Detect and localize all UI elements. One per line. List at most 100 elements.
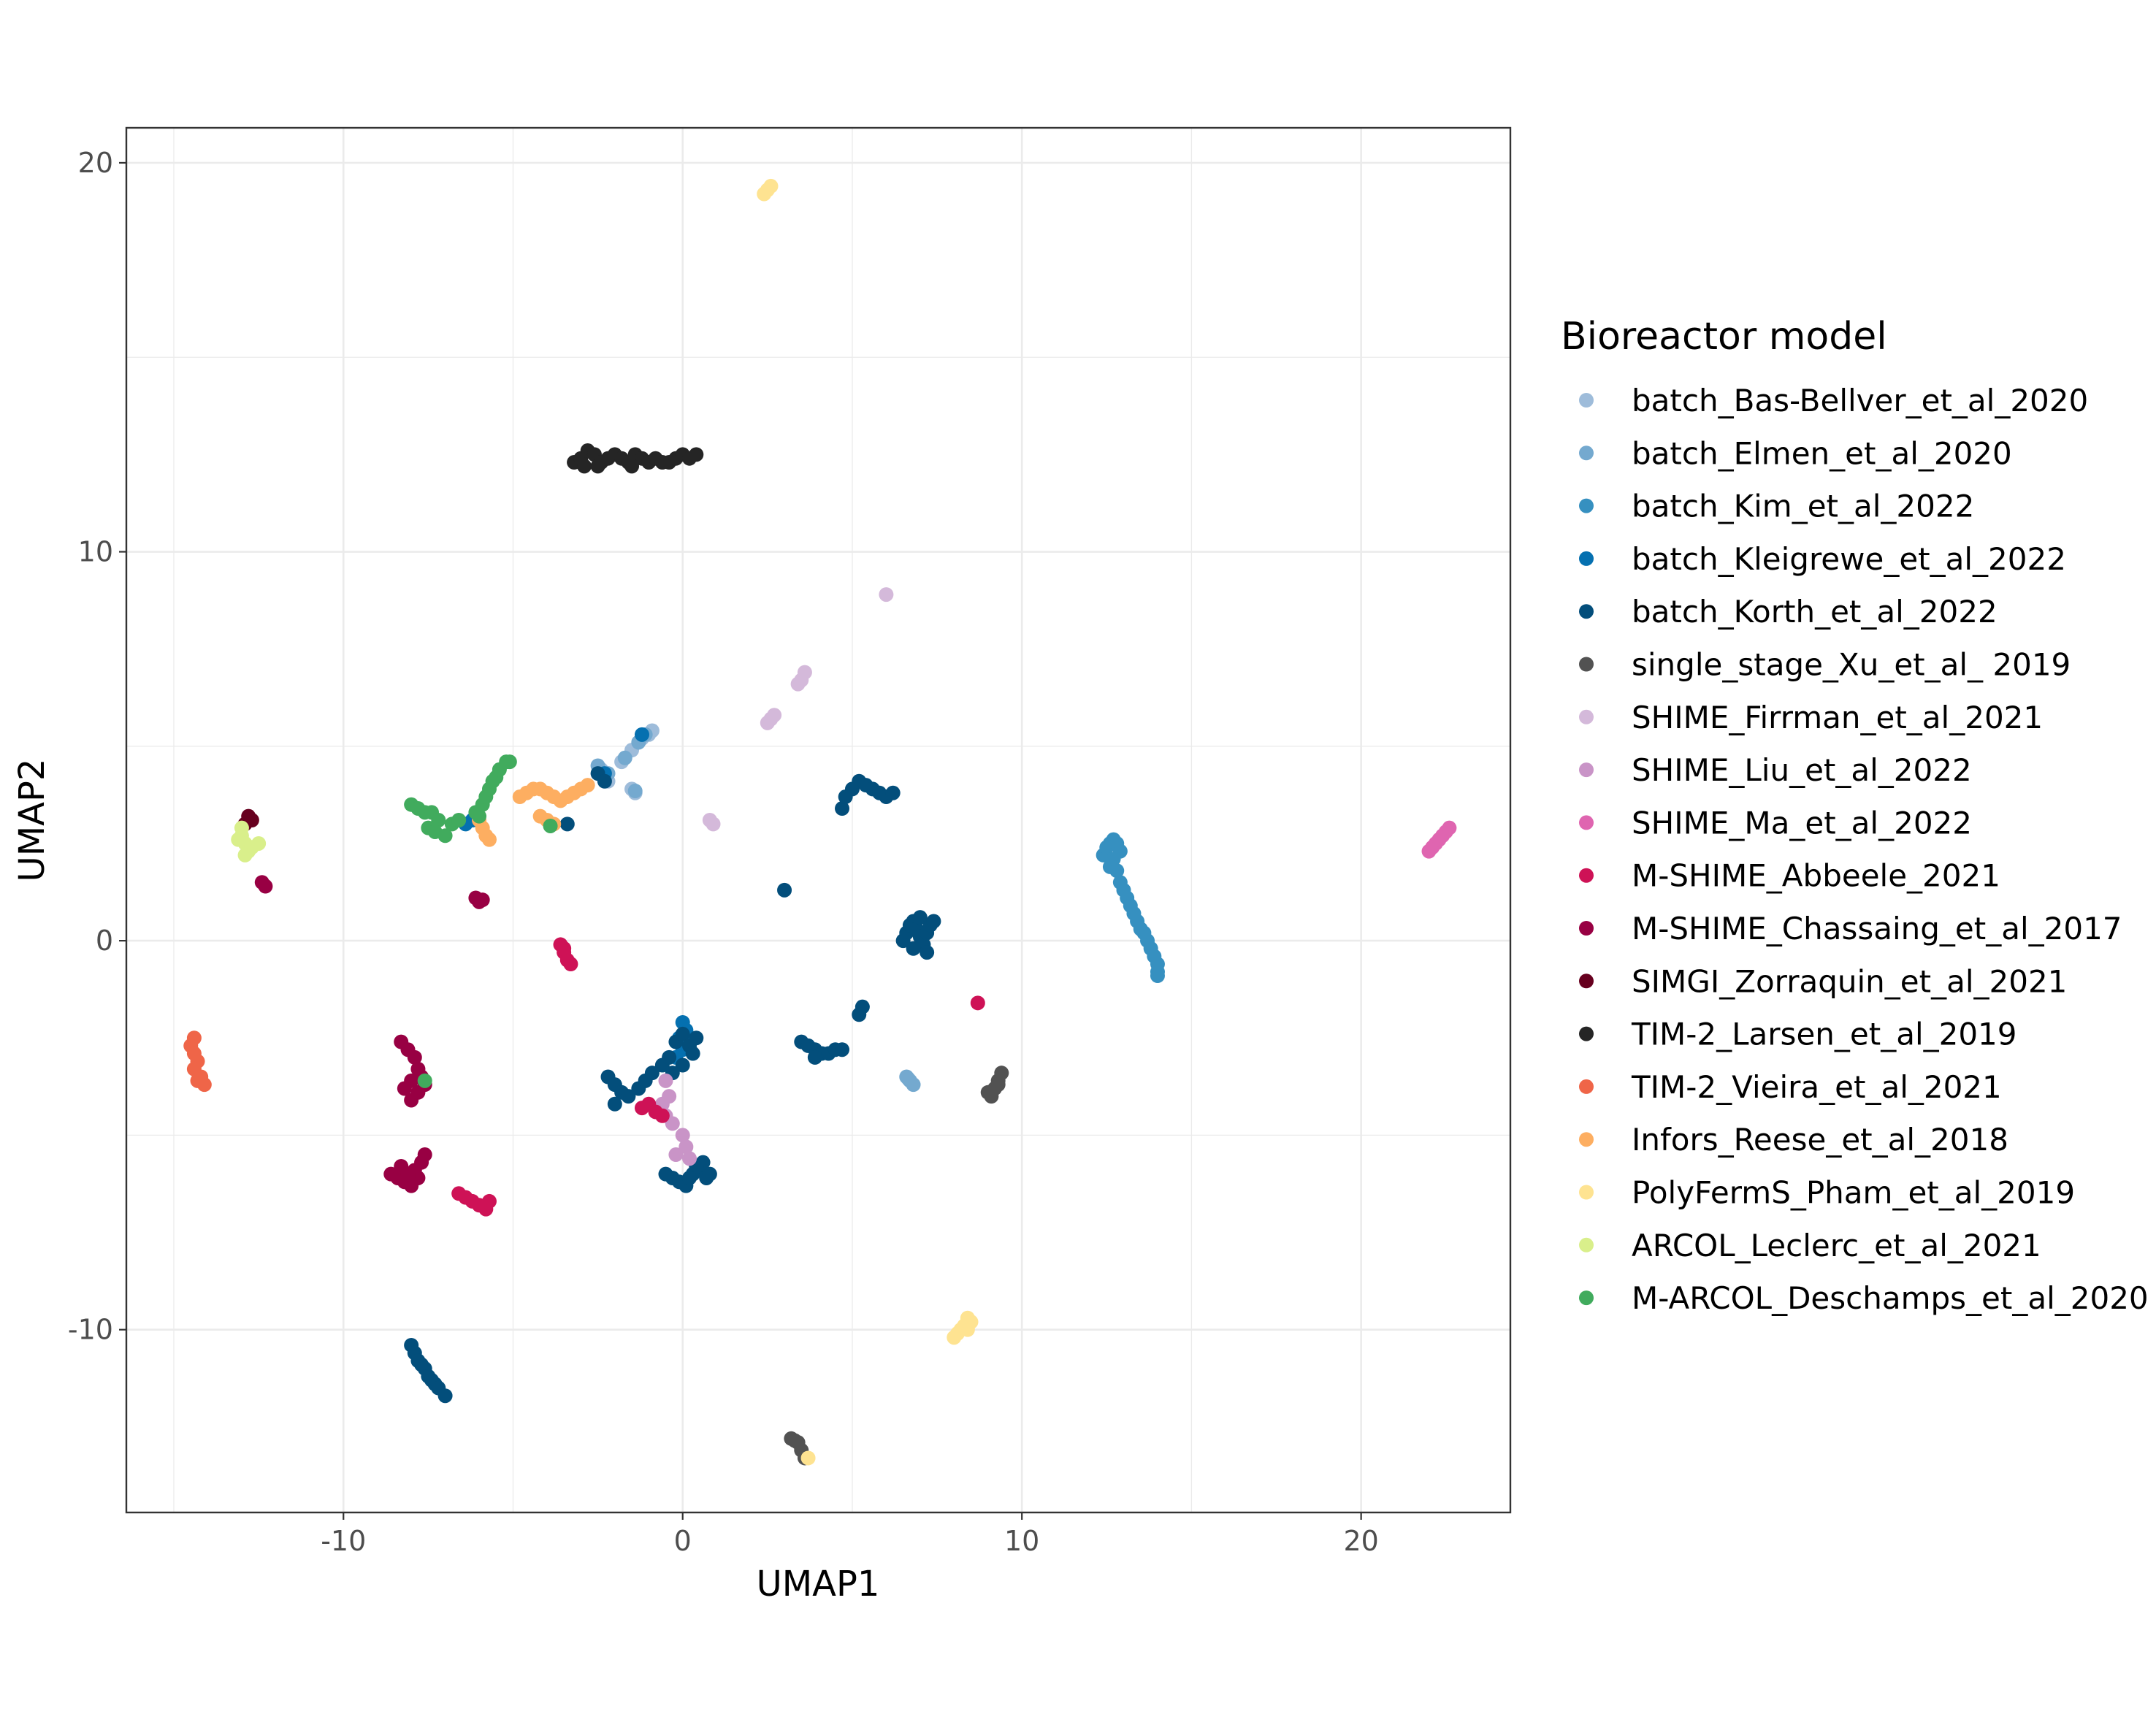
data-points: [183, 178, 1457, 1466]
legend-key: [1579, 551, 1594, 566]
data-point: [417, 1073, 432, 1088]
legend-label: M-SHIME_Chassaing_et_al_2017: [1632, 911, 2122, 946]
data-point: [258, 879, 273, 894]
legend-label: Infors_Reese_et_al_2018: [1632, 1122, 2008, 1158]
y-tick-label: 20: [78, 147, 113, 179]
data-point: [563, 957, 578, 972]
legend-label: SHIME_Firrman_et_al_2021: [1632, 700, 2043, 735]
data-point: [920, 945, 935, 960]
data-point: [577, 459, 592, 474]
data-point: [543, 818, 558, 833]
data-point: [675, 1057, 690, 1073]
plot-border: [125, 126, 1512, 1514]
legend-key: [1579, 1185, 1594, 1200]
data-point: [800, 1450, 816, 1466]
data-point: [879, 587, 894, 603]
data-point: [852, 1007, 867, 1022]
data-point: [590, 459, 605, 474]
legend-label: TIM-2_Larsen_et_al_2019: [1631, 1017, 2017, 1052]
data-point: [678, 1139, 694, 1155]
data-point: [682, 1151, 697, 1166]
legend-label: batch_Kim_et_al_2022: [1632, 489, 1974, 524]
data-point: [685, 1046, 700, 1061]
legend-label: SHIME_Liu_et_al_2022: [1632, 752, 1972, 788]
data-point: [668, 1147, 684, 1163]
data-point: [901, 1071, 916, 1087]
y-tick-label: 10: [78, 536, 113, 568]
data-point: [797, 665, 812, 680]
data-point: [580, 778, 595, 793]
data-point: [777, 882, 792, 898]
legend-key: [1579, 498, 1594, 513]
legend-key: [1579, 604, 1594, 619]
legend-key: [1579, 974, 1594, 989]
data-point: [634, 727, 649, 742]
legend-key: [1579, 815, 1594, 830]
data-point: [557, 941, 572, 956]
data-point: [621, 1089, 636, 1104]
x-tick-label: 10: [1004, 1525, 1039, 1557]
data-point: [885, 785, 901, 800]
data-point: [654, 1108, 670, 1123]
data-point: [1150, 968, 1165, 984]
plot-background: [126, 128, 1510, 1512]
data-point: [607, 1096, 622, 1112]
data-point: [990, 1077, 1006, 1093]
data-point: [675, 1128, 690, 1143]
data-point: [835, 1042, 850, 1057]
x-axis-title: UMAP1: [757, 1564, 880, 1604]
data-point: [984, 1089, 999, 1104]
data-point: [481, 1193, 497, 1209]
data-point: [437, 828, 453, 844]
legend: batch_Bas-Bellver_et_al_2020 batch_Elmen_…: [1579, 383, 2149, 1316]
data-point: [407, 1049, 422, 1065]
data-point: [787, 1433, 802, 1448]
data-point: [1442, 820, 1457, 835]
legend-key: [1579, 1132, 1594, 1147]
legend-label: SHIME_Ma_et_al_2022: [1632, 805, 1972, 841]
legend-label: batch_Bas-Bellver_et_al_2020: [1632, 383, 2088, 418]
legend-key: [1579, 393, 1594, 408]
data-point: [970, 995, 985, 1011]
data-point: [475, 892, 490, 908]
data-point: [682, 1170, 697, 1185]
legend-key: [1579, 445, 1594, 461]
data-point: [838, 789, 853, 805]
legend-key: [1579, 1237, 1594, 1252]
data-point: [790, 676, 806, 692]
data-point: [689, 1030, 704, 1046]
legend-key: [1579, 1290, 1594, 1306]
legend-label: single_stage_Xu_et_al_ 2019: [1632, 647, 2071, 683]
x-tick-label: 20: [1343, 1525, 1378, 1557]
data-point: [665, 1116, 680, 1131]
data-point: [634, 1101, 649, 1116]
data-point: [431, 813, 446, 827]
legend-label: ARCOL_Leclerc_et_al_2021: [1632, 1228, 2041, 1263]
legend-key: [1579, 709, 1594, 724]
data-point: [926, 914, 941, 929]
legend-label: TIM-2_Vieira_et_al_2021: [1631, 1069, 2002, 1105]
y-tick-label: -10: [68, 1314, 113, 1346]
data-point: [234, 820, 249, 835]
data-point: [662, 1049, 677, 1065]
data-point: [658, 1073, 673, 1088]
legend-label: PolyFermS_Pham_et_al_2019: [1632, 1175, 2075, 1211]
data-point: [417, 1147, 432, 1163]
data-point: [689, 447, 704, 462]
data-point: [627, 784, 643, 799]
data-point: [960, 1322, 975, 1337]
data-point: [763, 178, 779, 194]
data-point: [644, 1066, 660, 1081]
y-axis-ticks: -10 0 10 20: [68, 147, 126, 1346]
y-axis-title: UMAP2: [12, 759, 53, 882]
grid-lines: [126, 128, 1510, 1512]
data-point: [702, 1166, 717, 1182]
legend-label: batch_Elmen_et_al_2020: [1632, 435, 2012, 471]
y-tick-label: 0: [96, 925, 113, 957]
data-point: [502, 754, 517, 770]
legend-title: Bioreactor model: [1561, 315, 1887, 359]
x-axis-ticks: -10 0 10 20: [321, 1512, 1379, 1557]
data-point: [559, 816, 575, 832]
legend-key: [1579, 868, 1594, 883]
